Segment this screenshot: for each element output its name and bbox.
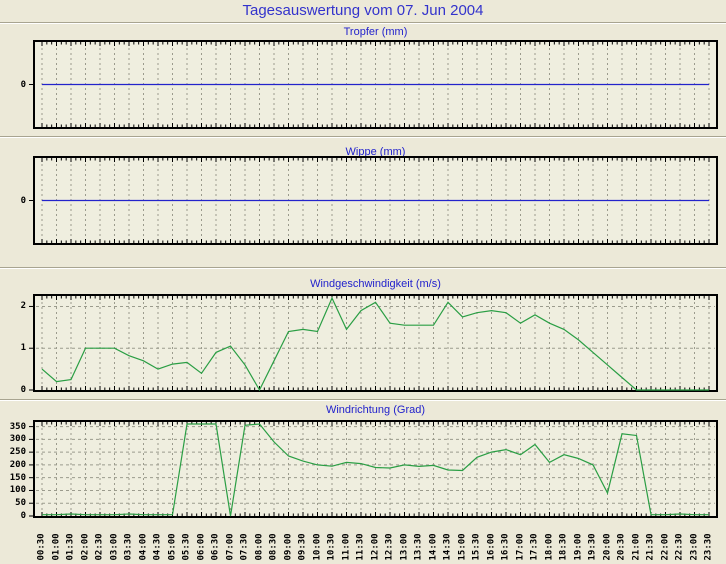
x-tick-label: 18:00: [544, 533, 554, 561]
x-tick-label: 08:30: [268, 533, 279, 561]
y-tick-label: 100: [9, 485, 26, 496]
x-tick-label: 18:30: [558, 533, 569, 561]
y-tick-label: 0: [20, 385, 26, 395]
x-tick-label: 23:00: [689, 533, 699, 561]
wippe-plot: [29, 156, 718, 245]
y-tick-label: 250: [9, 447, 26, 458]
x-tick-label: 16:00: [486, 533, 496, 561]
x-tick-label: 15:30: [471, 533, 482, 561]
x-tick-label: 09:30: [297, 533, 308, 561]
x-tick-label: 20:00: [602, 533, 612, 561]
x-tick-label: 19:30: [587, 533, 598, 561]
y-tick-label: 150: [9, 472, 26, 483]
y-tick-label: 50: [15, 498, 26, 509]
x-tick-label: 03:30: [123, 533, 134, 561]
chart-title-windgeschwindigkeit: Windgeschwindigkeit (m/s): [310, 278, 441, 290]
y-tick-label: 0: [20, 79, 26, 90]
tropfer-plot: [29, 40, 718, 129]
x-tick-label: 01:00: [51, 533, 61, 561]
x-tick-label: 21:00: [631, 533, 641, 561]
x-tick-label: 07:30: [239, 533, 250, 561]
x-tick-label: 02:00: [80, 533, 90, 561]
x-tick-label: 23:30: [703, 533, 714, 561]
chart-title-windrichtung: Windrichtung (Grad): [325, 404, 426, 416]
separator: [0, 136, 726, 138]
chart-title-wippe: Wippe (mm): [345, 146, 406, 158]
x-tick-label: 11:30: [355, 533, 366, 561]
windgeschwindigkeit-plot: [29, 294, 718, 392]
x-tick-label: 16:30: [500, 533, 511, 561]
y-tick-label: 1: [20, 343, 26, 354]
separator: [0, 22, 726, 24]
x-tick-label: 11:00: [341, 533, 351, 561]
x-tick-label: 15:00: [457, 533, 467, 561]
y-tick-label: 2: [20, 301, 26, 312]
x-tick-label: 03:00: [109, 533, 119, 561]
x-tick-label: 07:00: [225, 533, 235, 561]
x-tick-label: 12:30: [384, 533, 395, 561]
x-tick-label: 22:00: [660, 533, 670, 561]
x-tick-label: 13:00: [399, 533, 409, 561]
x-tick-label: 21:30: [645, 533, 656, 561]
x-tick-label: 02:30: [94, 533, 105, 561]
x-tick-label: 10:30: [326, 533, 337, 561]
x-tick-label: 19:00: [573, 533, 583, 561]
x-tick-label: 14:30: [442, 533, 453, 561]
page-title: Tagesauswertung vom 07. Jun 2004: [242, 2, 484, 19]
x-tick-label: 01:30: [65, 533, 76, 561]
separator: [0, 267, 726, 269]
x-tick-label: 05:30: [181, 533, 192, 561]
x-tick-label: 00:30: [36, 533, 47, 561]
x-tick-label: 22:30: [674, 533, 685, 561]
x-tick-label: 06:30: [210, 533, 221, 561]
y-tick-label: 200: [9, 459, 26, 470]
x-tick-label: 12:00: [370, 533, 380, 561]
x-tick-label: 10:00: [312, 533, 322, 561]
chart-title-tropfer: Tropfer (mm): [343, 26, 408, 38]
x-tick-label: 04:30: [152, 533, 163, 561]
x-tick-label: 06:00: [196, 533, 206, 561]
x-tick-label: 08:00: [254, 533, 264, 561]
x-tick-label: 09:00: [283, 533, 293, 561]
x-tick-label: 14:00: [428, 533, 438, 561]
x-tick-label: 17:00: [515, 533, 525, 561]
y-tick-label: 350: [9, 421, 26, 432]
x-tick-label: 17:30: [529, 533, 540, 561]
separator: [0, 399, 726, 401]
x-tick-label: 13:30: [413, 533, 424, 561]
y-tick-label: 0: [20, 195, 26, 206]
x-tick-label: 05:00: [167, 533, 177, 561]
y-tick-label: 300: [9, 434, 26, 445]
y-tick-label: 0: [20, 511, 26, 521]
x-tick-label: 04:00: [138, 533, 148, 561]
windrichtung-plot: [29, 420, 718, 518]
x-tick-label: 20:30: [616, 533, 627, 561]
